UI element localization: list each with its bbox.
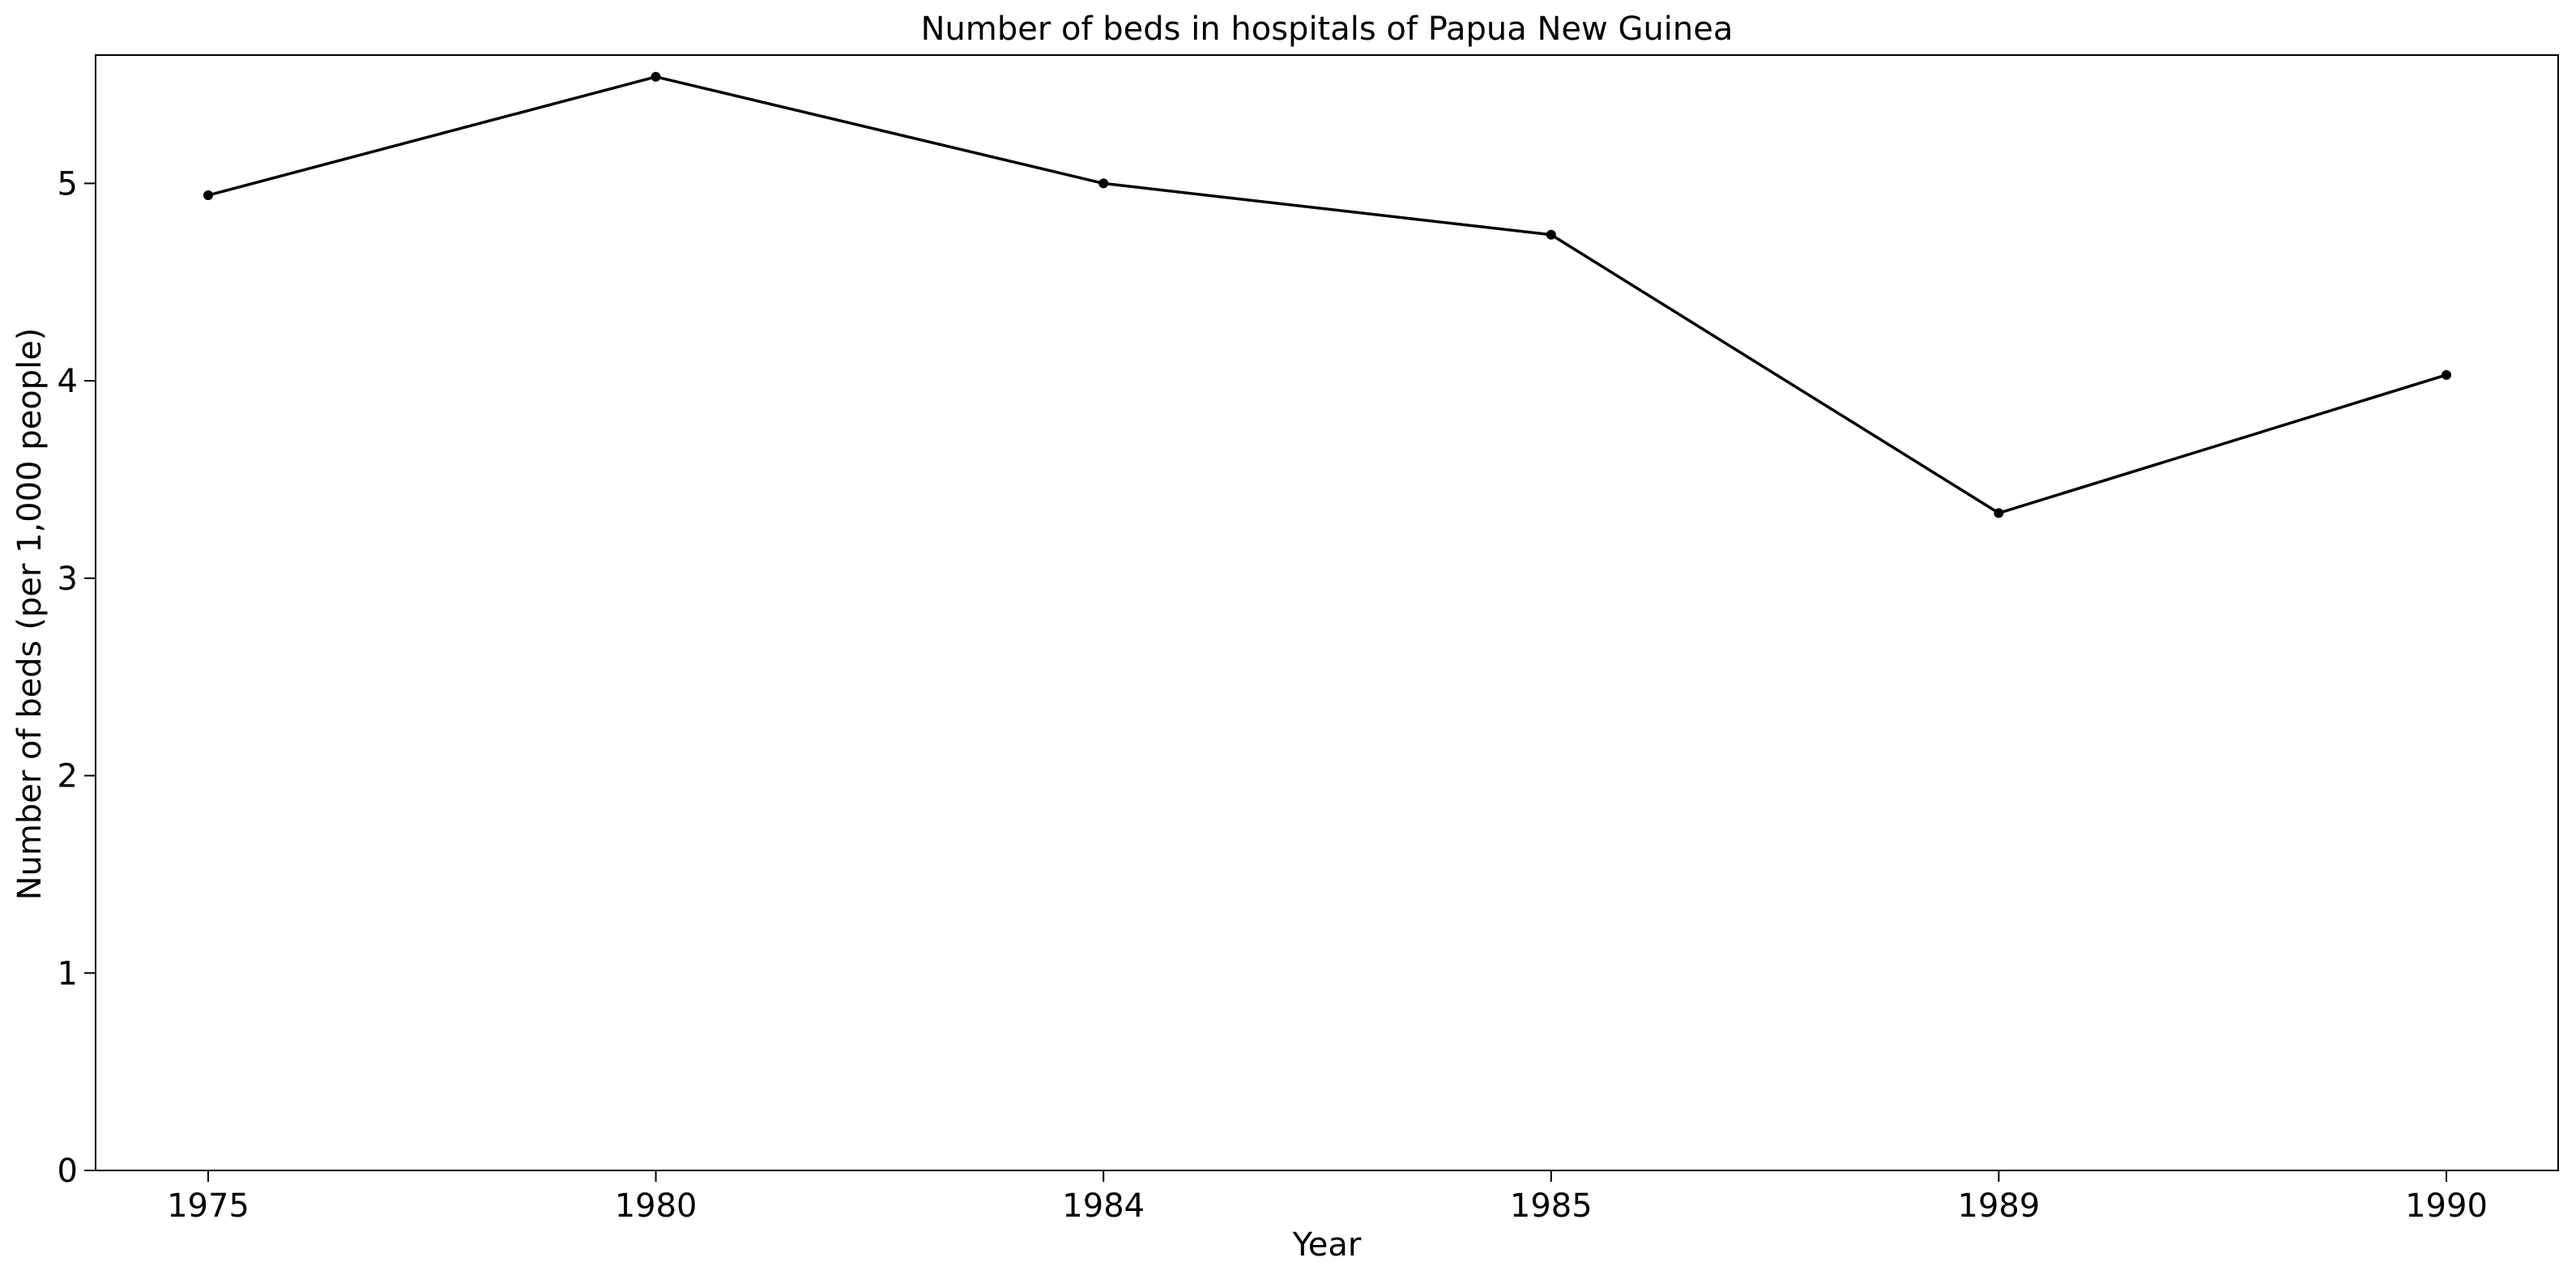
- x-tick-label: 1985: [1510, 1187, 1593, 1225]
- plot-area: 0 1 2 3 4 5 1975 1980 1984 1985 1989 1990: [58, 54, 2559, 1225]
- chart-title: Number of beds in hospitals of Papua New…: [921, 11, 1734, 48]
- x-tick-label: 1989: [1958, 1187, 2041, 1225]
- x-tick-label: 1980: [615, 1187, 697, 1225]
- y-axis-label: Number of beds (per 1,000 people): [11, 328, 49, 901]
- y-tick-label: 5: [58, 165, 78, 203]
- data-point: [2442, 369, 2451, 380]
- y-tick-label: 3: [58, 561, 78, 598]
- y-tick-label: 2: [58, 758, 78, 795]
- series-line: [207, 75, 2447, 515]
- data-point: [1546, 229, 1556, 240]
- plot-frame: [95, 54, 2559, 1171]
- x-tick-label: 1990: [2405, 1187, 2488, 1225]
- x-tick-label: 1975: [167, 1187, 249, 1225]
- data-point: [203, 190, 213, 201]
- data-point: [650, 71, 661, 82]
- y-tick-label: 0: [58, 1153, 78, 1190]
- x-tick-label: 1984: [1062, 1187, 1145, 1225]
- data-point: [1994, 508, 2004, 518]
- data-point: [1098, 178, 1109, 189]
- x-axis-label: Year: [1292, 1226, 1362, 1264]
- y-tick-label: 1: [58, 955, 78, 992]
- y-tick-label: 4: [58, 363, 78, 400]
